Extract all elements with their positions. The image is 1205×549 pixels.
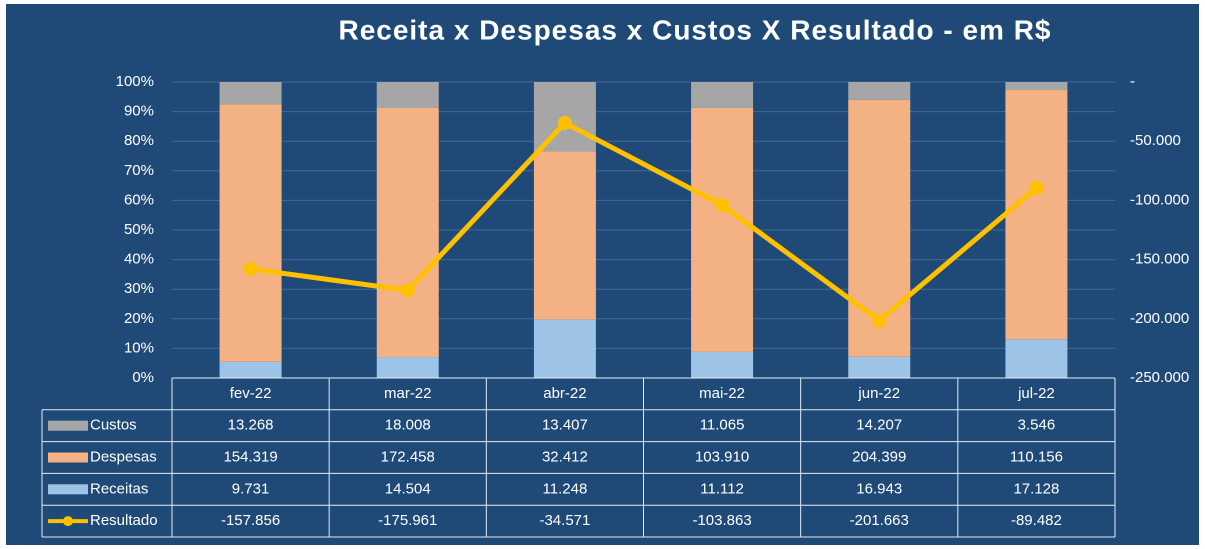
- y-tick-label: 30%: [124, 280, 154, 297]
- bar-segment: [376, 82, 439, 109]
- table-value: 103.910: [695, 448, 749, 465]
- x-tick-label: fev-22: [230, 385, 272, 402]
- bar-segment: [219, 361, 282, 378]
- table-value: 16.943: [856, 480, 902, 497]
- x-tick-label: jul-22: [1017, 385, 1055, 402]
- bar-segment: [1005, 82, 1068, 91]
- y2-tick-label: -100.000: [1130, 191, 1189, 208]
- background: [6, 4, 1199, 545]
- line-marker: [243, 261, 258, 276]
- x-tick-label: mar-22: [384, 385, 432, 402]
- bar-segment: [1005, 90, 1068, 340]
- y2-tick-label: -150.000: [1130, 251, 1189, 268]
- table-value: 110.156: [1010, 448, 1063, 465]
- x-tick-label: abr-22: [543, 385, 586, 402]
- table-value: 3.546: [1018, 417, 1056, 434]
- table-value: 13.407: [542, 417, 588, 434]
- line-marker: [715, 197, 730, 212]
- legend-label: Despesas: [90, 448, 157, 465]
- table-value: 32.412: [542, 448, 588, 465]
- line-marker: [400, 283, 415, 298]
- table-value: -34.571: [539, 512, 590, 529]
- table-value: 14.504: [385, 480, 431, 497]
- table-value: 154.319: [223, 448, 277, 465]
- legend-label: Resultado: [90, 512, 158, 529]
- x-tick-label: jun-22: [857, 385, 900, 402]
- y2-tick-label: -50.000: [1130, 132, 1181, 149]
- table-value: 11.065: [700, 417, 745, 434]
- line: [250, 120, 1039, 324]
- y-tick-label: 40%: [124, 251, 154, 268]
- bar-segment: [219, 104, 282, 362]
- table-value: 14.207: [856, 417, 902, 434]
- table-value: -175.961: [378, 512, 437, 529]
- table-value: 18.008: [385, 417, 431, 434]
- table-value: 17.128: [1013, 480, 1059, 497]
- y-tick-label: 90%: [124, 103, 154, 120]
- y-tick-label: 20%: [124, 310, 154, 327]
- bar-segment: [219, 82, 282, 105]
- legend-label: Custos: [90, 417, 137, 434]
- table-value: -103.863: [692, 512, 751, 529]
- bar-segment: [848, 356, 911, 378]
- table-value: 11.248: [543, 480, 588, 497]
- y2-tick-label: -: [1130, 73, 1135, 90]
- y2-tick-label: -250.000: [1130, 369, 1189, 386]
- bar-segment: [533, 319, 596, 378]
- line-marker: [1029, 180, 1044, 195]
- table-value: -89.482: [1011, 512, 1062, 529]
- line-marker: [557, 115, 572, 130]
- table-value: 204.399: [852, 448, 906, 465]
- legend-key: [48, 484, 88, 495]
- table-value: -201.663: [850, 512, 909, 529]
- chart-title: Receita x Despesas x Custos X Resultado …: [338, 14, 1051, 45]
- legend-key: [48, 420, 88, 431]
- x-tick-label: mai-22: [699, 385, 745, 402]
- y-tick-label: 0%: [132, 369, 154, 386]
- table-value: -157.856: [221, 512, 280, 529]
- bar-segment: [533, 151, 596, 320]
- bar-segment: [691, 351, 754, 378]
- table-value: 172.458: [381, 448, 435, 465]
- bar-segment: [376, 108, 439, 358]
- y-tick-label: 100%: [116, 73, 154, 90]
- table-value: 11.112: [700, 480, 744, 497]
- y-tick-label: 50%: [124, 221, 154, 238]
- legend-key: [48, 452, 88, 463]
- legend-key: [63, 516, 73, 527]
- bar-segment: [1005, 339, 1068, 378]
- y-tick-label: 80%: [124, 132, 154, 149]
- bar-segment: [848, 82, 911, 100]
- line-marker: [872, 313, 887, 328]
- y2-tick-label: -200.000: [1130, 310, 1189, 327]
- table-value: 9.731: [232, 480, 270, 497]
- table-value: 13.268: [228, 417, 274, 434]
- y-tick-label: 70%: [124, 162, 154, 179]
- bar-segment: [691, 107, 754, 352]
- bar-segment: [691, 82, 754, 108]
- y-tick-label: 10%: [124, 339, 154, 356]
- bar-segment: [376, 357, 439, 378]
- y-tick-label: 60%: [124, 191, 154, 208]
- legend-label: Receitas: [90, 480, 148, 497]
